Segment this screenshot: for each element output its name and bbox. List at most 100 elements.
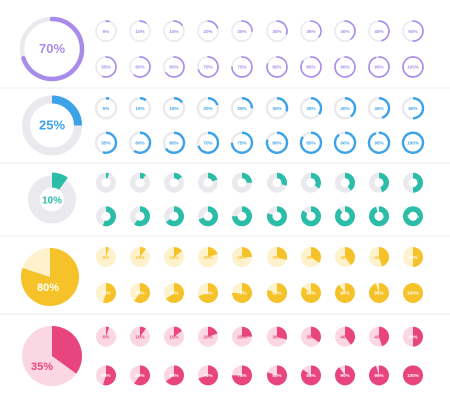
small-chart-label: 15%	[169, 334, 178, 339]
small-chart-purple-ring	[197, 20, 219, 42]
small-chart-blue-ring	[230, 97, 254, 120]
small-chart-label: 40%	[340, 181, 349, 186]
small-chart-purple-ring	[163, 20, 185, 42]
small-chart-blue-ring-arc	[333, 131, 357, 154]
small-chart-blue-ring-arc	[164, 131, 186, 154]
small-chart-label: 45%	[374, 255, 383, 260]
small-chart-blue-ring	[94, 97, 118, 120]
small-chart-teal-donut-arc	[198, 206, 218, 227]
small-chart-teal-donut	[403, 172, 423, 193]
small-chart-purple-ring	[334, 56, 356, 78]
small-chart-pink-pie	[403, 326, 423, 347]
small-chart-purple-ring	[368, 20, 390, 42]
small-chart-blue-ring-arc	[197, 131, 220, 154]
small-chart-label: 35%	[306, 334, 315, 339]
small-chart-label: 40%	[340, 29, 349, 34]
small-chart-yellow-pie-slice	[345, 247, 355, 266]
small-chart-label: 5%	[103, 106, 110, 111]
small-chart-label: 30%	[272, 181, 281, 186]
small-chart-teal-donut-arc	[267, 206, 287, 227]
small-chart-blue-ring	[299, 131, 323, 154]
small-chart-teal-donut-arc	[344, 172, 355, 191]
small-chart-yellow-pie-slice	[140, 247, 146, 258]
small-chart-yellow-pie	[96, 247, 116, 268]
small-chart-teal-donut-arc	[173, 172, 183, 181]
small-chart-purple-ring-arc	[266, 56, 288, 78]
small-chart-pink-pie-slice	[311, 326, 322, 343]
small-chart-label: 10%	[135, 181, 144, 186]
small-chart-teal-donut	[96, 172, 116, 193]
small-chart-label: 30%	[272, 255, 281, 260]
small-chart-label: 90%	[340, 65, 349, 70]
small-chart-label: 55%	[101, 141, 110, 146]
small-chart-pink-pie-slice	[165, 365, 184, 386]
small-chart-label: 45%	[374, 106, 383, 111]
big-chart-pink-pie-slice	[52, 326, 83, 374]
small-chart-label: 15%	[169, 106, 178, 111]
small-chart-purple-ring	[300, 20, 322, 42]
small-chart-label: 35%	[306, 106, 315, 111]
small-chart-label: 65%	[169, 141, 178, 146]
small-chart-yellow-pie	[198, 282, 218, 303]
small-chart-pink-pie-slice	[106, 326, 110, 337]
small-chart-blue-ring-arc	[367, 131, 391, 154]
small-chart-pink-pie	[334, 365, 355, 386]
small-chart-pink-pie-slice	[277, 326, 287, 340]
small-chart-blue-ring	[162, 131, 186, 154]
small-chart-purple-ring-arc	[102, 56, 117, 78]
small-chart-blue-ring	[230, 131, 254, 154]
small-chart-label: 85%	[306, 291, 315, 296]
small-chart-teal-donut	[369, 206, 389, 227]
small-chart-label: 100%	[407, 65, 419, 70]
small-chart-label: 5%	[103, 181, 110, 186]
small-chart-purple-ring	[129, 20, 151, 42]
small-chart-label: 90%	[340, 291, 349, 296]
small-chart-purple-ring	[266, 56, 288, 78]
small-chart-purple-ring-arc	[133, 56, 151, 78]
small-chart-label: 25%	[237, 29, 246, 34]
small-chart-pink-pie-slice	[301, 365, 321, 386]
small-chart-yellow-pie-slice	[267, 282, 287, 303]
small-chart-purple-ring	[334, 20, 356, 42]
small-chart-label: 75%	[237, 141, 246, 146]
small-chart-purple-ring	[266, 20, 288, 42]
small-chart-yellow-pie-slice	[165, 282, 184, 303]
small-chart-label: 45%	[374, 29, 383, 34]
small-chart-label: 35%	[306, 181, 315, 186]
small-chart-pink-pie	[301, 326, 322, 347]
small-chart-teal-donut	[130, 172, 150, 193]
small-chart-blue-ring	[265, 97, 289, 120]
small-chart-pink-pie-slice	[208, 326, 218, 337]
big-chart-teal-donut-slice	[52, 172, 68, 190]
small-chart-label: 10%	[135, 334, 144, 339]
small-chart-label: 50%	[408, 29, 417, 34]
small-chart-label: 20%	[203, 334, 212, 339]
small-chart-yellow-pie-slice	[106, 247, 110, 258]
small-chart-label: 40%	[340, 334, 349, 339]
small-chart-yellow-pie	[267, 247, 288, 268]
small-chart-pink-pie-slice	[379, 326, 390, 347]
small-chart-blue-ring-arc	[299, 131, 323, 154]
small-chart-teal-donut	[301, 172, 321, 193]
big-chart-label: 10%	[42, 196, 62, 207]
big-chart-blue-ring	[22, 95, 82, 156]
small-chart-blue-ring-arc	[401, 131, 425, 154]
small-chart-label: 70%	[203, 141, 212, 146]
small-chart-label: 60%	[135, 65, 144, 70]
small-chart-label: 95%	[374, 65, 383, 70]
small-chart-purple-ring	[163, 56, 185, 78]
small-chart-label: 40%	[340, 106, 349, 111]
small-chart-label: 65%	[169, 65, 178, 70]
small-chart-teal-donut-arc	[139, 172, 146, 180]
small-chart-pink-pie	[130, 326, 150, 347]
small-chart-label: 65%	[169, 214, 178, 219]
small-chart-label: 40%	[340, 255, 349, 260]
small-chart-yellow-pie	[130, 282, 150, 303]
small-chart-teal-donut-arc	[335, 206, 355, 227]
big-chart-label: 25%	[39, 118, 65, 133]
small-chart-label: 35%	[306, 255, 315, 260]
small-chart-teal-donut-arc	[232, 206, 252, 227]
small-chart-teal-donut	[403, 206, 423, 227]
small-chart-label: 55%	[101, 65, 110, 70]
